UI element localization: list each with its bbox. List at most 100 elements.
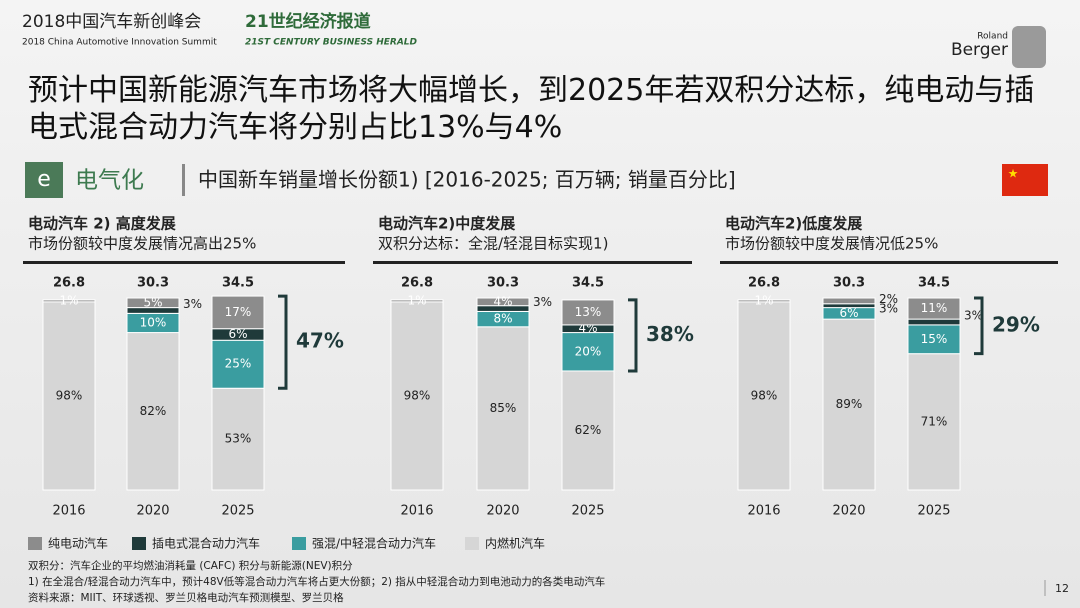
legend: 纯电动汽车 插电式混合动力汽车 强混/中轻混合动力汽车 内燃机汽车 [28, 536, 545, 551]
value-label: 2% [879, 292, 898, 306]
value-label: 3% [183, 297, 202, 311]
bar-segment [561, 370, 615, 491]
value-label: 15% [921, 332, 948, 346]
footnote: 1) 在全混合/轻混合动力汽车中，预计48V低等混合动力汽车将占更大份额；2) … [28, 575, 605, 588]
bar-segment [476, 297, 530, 307]
logo-mark [1012, 26, 1046, 68]
value-label: 8% [493, 312, 512, 326]
legend-label: 内燃机汽车 [485, 536, 545, 551]
bracket [278, 294, 288, 390]
event-cn: 2018中国汽车新创峰会 [22, 12, 201, 32]
chart-title: 电动汽车2)中度发展 [378, 215, 515, 233]
bar-segment [126, 297, 180, 309]
legend-label: 插电式混合动力汽车 [152, 536, 260, 551]
legend-swatch [465, 537, 479, 550]
x-tick-label: 2025 [571, 504, 604, 519]
bar-segment [822, 297, 876, 305]
bar-segment [561, 299, 615, 326]
value-label: 98% [404, 388, 431, 402]
value-label: 5% [143, 295, 162, 309]
x-tick-label: 2016 [747, 504, 780, 519]
value-label: 71% [921, 414, 948, 428]
bar-segment [211, 339, 265, 389]
bracket [974, 296, 984, 356]
paper-en: 21ST CENTURY BUSINESS HERALD [245, 38, 418, 48]
value-label: 3% [533, 295, 552, 309]
section-label: 电气化 [75, 168, 144, 194]
legend-swatch [132, 537, 146, 550]
value-label: 1% [407, 293, 426, 307]
bracket [628, 298, 638, 373]
chart-subtitle: 市场份额较中度发展情况低25% [725, 235, 938, 253]
value-label: 13% [575, 305, 602, 319]
bar-segment [390, 301, 444, 491]
value-label: 1% [59, 293, 78, 307]
value-label: 25% [225, 357, 252, 371]
section-icon-glyph: e [37, 167, 51, 192]
total-label: 34.5 [572, 276, 604, 291]
bracket-label: 47% [296, 329, 344, 353]
total-label: 30.3 [833, 276, 865, 291]
x-tick-label: 2025 [221, 504, 254, 519]
header-rule [23, 261, 345, 264]
footnote: 资料来源：MIIT、环球透视、罗兰贝格电动汽车预测模型、罗兰贝格 [28, 591, 344, 604]
bar-segment [126, 332, 180, 491]
chart-subtitle: 双积分达标：全混/轻混目标实现1) [378, 235, 608, 253]
bracket-label: 29% [992, 312, 1040, 336]
total-label: 26.8 [401, 276, 433, 291]
value-label: 4% [493, 294, 512, 308]
legend-swatch [292, 537, 306, 550]
x-tick-label: 2025 [917, 504, 950, 519]
flag-star: ★ [1008, 167, 1019, 181]
total-label: 34.5 [222, 276, 254, 291]
title-box: 预计中国新能源汽车市场将大幅增长，到2025年若双积分达标，纯电动与插电式混合动… [28, 73, 1035, 145]
value-label: 1% [754, 293, 773, 307]
x-tick-label: 2020 [486, 504, 519, 519]
value-label: 10% [140, 315, 167, 329]
total-label: 30.3 [487, 276, 519, 291]
value-label: 20% [575, 344, 602, 358]
bracket-label: 38% [646, 322, 694, 346]
total-label: 26.8 [53, 276, 85, 291]
logo: Berger [951, 40, 1008, 60]
bar-segment [907, 324, 961, 355]
section-icon [25, 162, 63, 198]
value-label: 98% [56, 388, 83, 402]
total-label: 26.8 [748, 276, 780, 291]
event-en: 2018 China Automotive Innovation Summit [22, 38, 217, 48]
value-label: 85% [490, 401, 517, 415]
bar-segment [907, 318, 961, 326]
header-rule [720, 261, 1058, 264]
bar-segment [390, 299, 444, 303]
bar-segment [822, 303, 876, 309]
total-label: 30.3 [137, 276, 169, 291]
value-label: 6% [839, 306, 858, 320]
legend-label: 纯电动汽车 [48, 536, 108, 551]
x-tick-label: 2020 [832, 504, 865, 519]
value-label: 11% [921, 301, 948, 315]
bar-segment [907, 297, 961, 320]
bar-segment [42, 299, 96, 303]
header-rule [373, 261, 692, 264]
value-label: 53% [225, 432, 252, 446]
value-label: 6% [228, 327, 247, 341]
legend-label: 强混/中轻混合动力汽车 [312, 536, 436, 551]
page-number: 12 [1055, 582, 1069, 595]
value-label: 3% [879, 301, 898, 315]
value-label: 3% [964, 309, 983, 323]
value-label: 98% [751, 388, 778, 402]
bar-segment [476, 326, 530, 491]
x-tick-label: 2016 [400, 504, 433, 519]
value-label: 89% [836, 397, 863, 411]
paper-cn: 21世纪经济报道 [245, 11, 371, 32]
bar-segment [211, 295, 265, 330]
bar-segment [737, 299, 791, 303]
divider [182, 164, 185, 196]
value-label: 17% [225, 305, 252, 319]
chart-subtitle: 市场份额较中度发展情况高出25% [28, 235, 256, 253]
bar-segment [822, 318, 876, 491]
x-tick-label: 2020 [136, 504, 169, 519]
slide-title: 预计中国新能源汽车市场将大幅增长，到2025年若双积分达标，纯电动与插电式混合动… [28, 73, 1035, 145]
